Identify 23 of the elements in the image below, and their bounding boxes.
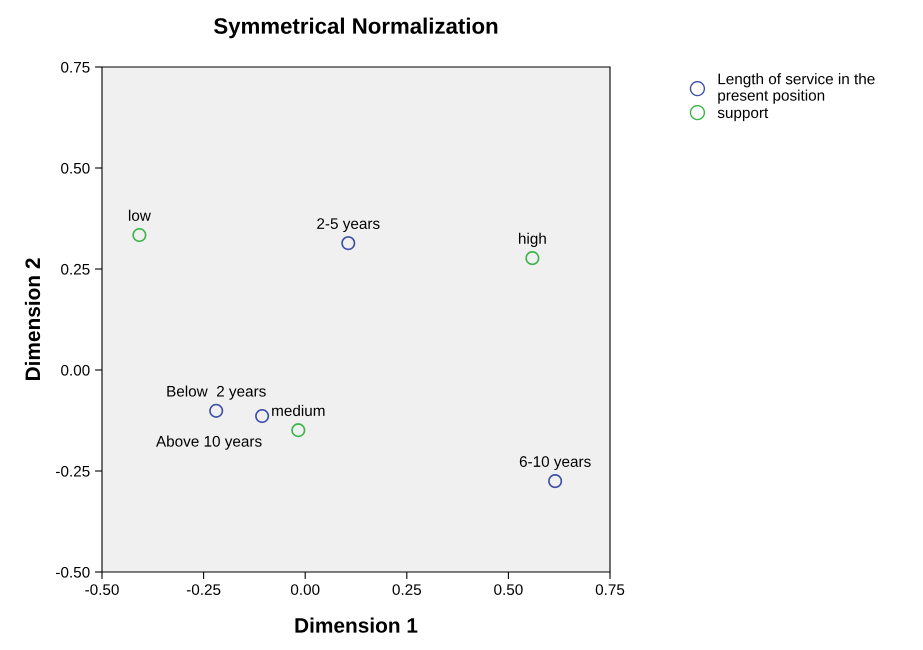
data-label: 2-5 years xyxy=(317,218,380,232)
legend-label: support xyxy=(718,108,768,122)
data-label: low xyxy=(128,210,151,221)
x-tick-label: 0.50 xyxy=(494,584,523,596)
y-tick-label: 0.25 xyxy=(61,264,90,275)
y-tick-label: 0.75 xyxy=(61,62,90,73)
y-axis-title: Dimension 2 xyxy=(24,258,40,380)
x-axis-title: Dimension 1 xyxy=(295,617,418,633)
y-tick-label: -0.50 xyxy=(56,566,90,578)
data-label: 6-10 years xyxy=(520,456,591,470)
x-tick-label: 0.75 xyxy=(596,584,624,596)
y-tick-label: 0.00 xyxy=(61,364,90,376)
y-tick-label: 0.50 xyxy=(61,162,90,174)
y-tick-label: -0.25 xyxy=(56,466,90,477)
data-label: high xyxy=(518,232,546,247)
chart-title: Symmetrical Normalization xyxy=(214,18,498,38)
data-label: Above 10 years xyxy=(156,436,262,450)
x-tick-label: -0.50 xyxy=(85,584,119,596)
x-tick-label: 0.25 xyxy=(392,584,422,596)
x-tick-label: -0.25 xyxy=(186,584,220,596)
x-tick-label: 0.00 xyxy=(290,584,320,596)
data-label: Below 2 years xyxy=(167,385,266,400)
data-label: medium xyxy=(272,404,324,416)
